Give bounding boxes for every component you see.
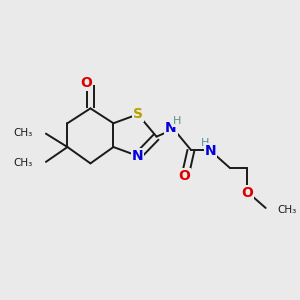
Text: S: S (133, 107, 143, 121)
Text: CH₃: CH₃ (13, 158, 32, 168)
Text: N: N (205, 144, 216, 158)
Text: N: N (165, 121, 177, 135)
Text: CH₃: CH₃ (277, 205, 296, 215)
Text: N: N (132, 149, 144, 163)
Text: CH₃: CH₃ (13, 128, 32, 138)
Text: H: H (201, 138, 209, 148)
Text: H: H (173, 116, 182, 126)
Text: O: O (179, 169, 190, 183)
Text: O: O (241, 185, 253, 200)
Text: O: O (80, 76, 92, 90)
